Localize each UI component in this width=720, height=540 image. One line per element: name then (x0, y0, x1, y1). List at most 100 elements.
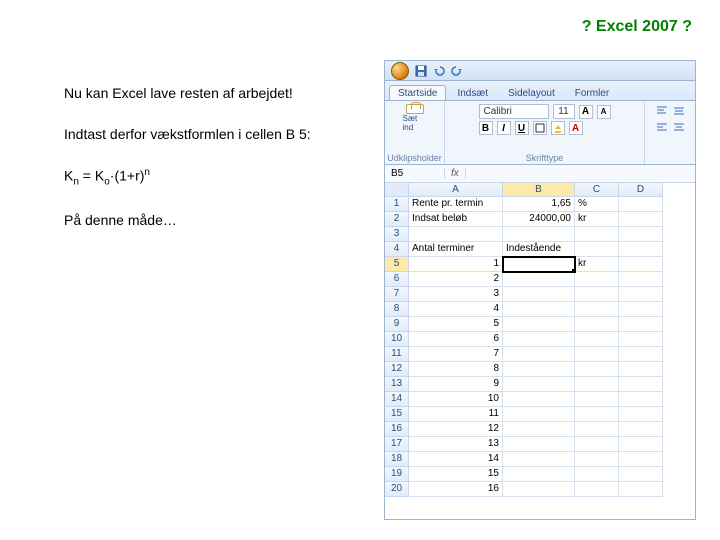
cell-C1[interactable]: % (575, 197, 619, 212)
cell-D16[interactable] (619, 422, 663, 437)
row-header-10[interactable]: 10 (385, 332, 409, 347)
grow-font-icon[interactable]: A (579, 105, 593, 119)
cell-B19[interactable] (503, 467, 575, 482)
cell-C3[interactable] (575, 227, 619, 242)
cell-C9[interactable] (575, 317, 619, 332)
row-header-7[interactable]: 7 (385, 287, 409, 302)
cell-C19[interactable] (575, 467, 619, 482)
cell-B2[interactable]: 24000,00 (503, 212, 575, 227)
redo-icon[interactable] (451, 65, 463, 77)
cell-D12[interactable] (619, 362, 663, 377)
cell-B11[interactable] (503, 347, 575, 362)
row-header-5[interactable]: 5 (385, 257, 409, 272)
cell-C6[interactable] (575, 272, 619, 287)
align-center-icon[interactable] (672, 120, 686, 134)
align-top-icon[interactable] (655, 104, 669, 118)
cell-D18[interactable] (619, 452, 663, 467)
cell-D1[interactable] (619, 197, 663, 212)
cell-D9[interactable] (619, 317, 663, 332)
cell-B12[interactable] (503, 362, 575, 377)
worksheet-grid[interactable]: ABCD1Rente pr. termin1,65%2Indsat beløb2… (385, 183, 695, 497)
border-button[interactable] (533, 121, 547, 135)
cell-D8[interactable] (619, 302, 663, 317)
cell-A14[interactable]: 10 (409, 392, 503, 407)
row-header-2[interactable]: 2 (385, 212, 409, 227)
cell-C2[interactable]: kr (575, 212, 619, 227)
cell-A2[interactable]: Indsat beløb (409, 212, 503, 227)
cell-C5[interactable]: kr (575, 257, 619, 272)
align-middle-icon[interactable] (672, 104, 686, 118)
cell-C20[interactable] (575, 482, 619, 497)
cell-D15[interactable] (619, 407, 663, 422)
cell-D20[interactable] (619, 482, 663, 497)
cell-B9[interactable] (503, 317, 575, 332)
cell-A11[interactable]: 7 (409, 347, 503, 362)
cell-B5[interactable] (503, 257, 575, 272)
column-header-A[interactable]: A (409, 183, 503, 197)
cell-C18[interactable] (575, 452, 619, 467)
cell-A13[interactable]: 9 (409, 377, 503, 392)
row-header-15[interactable]: 15 (385, 407, 409, 422)
cell-B17[interactable] (503, 437, 575, 452)
cell-B3[interactable] (503, 227, 575, 242)
italic-button[interactable]: I (497, 121, 511, 135)
cell-C15[interactable] (575, 407, 619, 422)
row-header-17[interactable]: 17 (385, 437, 409, 452)
column-header-C[interactable]: C (575, 183, 619, 197)
cell-C13[interactable] (575, 377, 619, 392)
underline-button[interactable]: U (515, 121, 529, 135)
cell-C10[interactable] (575, 332, 619, 347)
row-header-11[interactable]: 11 (385, 347, 409, 362)
cell-D6[interactable] (619, 272, 663, 287)
cell-A8[interactable]: 4 (409, 302, 503, 317)
cell-A6[interactable]: 2 (409, 272, 503, 287)
font-size-select[interactable]: 11 (553, 104, 575, 119)
cell-A10[interactable]: 6 (409, 332, 503, 347)
row-header-13[interactable]: 13 (385, 377, 409, 392)
tab-indsæt[interactable]: Indsæt (448, 85, 497, 100)
cell-B14[interactable] (503, 392, 575, 407)
cell-D13[interactable] (619, 377, 663, 392)
tab-formler[interactable]: Formler (566, 85, 618, 100)
save-icon[interactable] (415, 65, 427, 77)
cell-C8[interactable] (575, 302, 619, 317)
cell-D5[interactable] (619, 257, 663, 272)
cell-A18[interactable]: 14 (409, 452, 503, 467)
tab-sidelayout[interactable]: Sidelayout (499, 85, 564, 100)
office-button[interactable] (391, 62, 409, 80)
row-header-1[interactable]: 1 (385, 197, 409, 212)
cell-C4[interactable] (575, 242, 619, 257)
row-header-9[interactable]: 9 (385, 317, 409, 332)
cell-B6[interactable] (503, 272, 575, 287)
cell-D7[interactable] (619, 287, 663, 302)
row-header-16[interactable]: 16 (385, 422, 409, 437)
cell-A20[interactable]: 16 (409, 482, 503, 497)
cell-A7[interactable]: 3 (409, 287, 503, 302)
font-color-button[interactable]: A (569, 121, 583, 135)
cell-D11[interactable] (619, 347, 663, 362)
select-all-corner[interactable] (385, 183, 409, 197)
cell-A4[interactable]: Antal terminer (409, 242, 503, 257)
row-header-12[interactable]: 12 (385, 362, 409, 377)
cell-C11[interactable] (575, 347, 619, 362)
cell-D19[interactable] (619, 467, 663, 482)
row-header-3[interactable]: 3 (385, 227, 409, 242)
cell-A3[interactable] (409, 227, 503, 242)
shrink-font-icon[interactable]: A (597, 105, 611, 119)
undo-icon[interactable] (433, 65, 445, 77)
cell-C14[interactable] (575, 392, 619, 407)
row-header-20[interactable]: 20 (385, 482, 409, 497)
fx-icon[interactable]: fx (445, 168, 466, 179)
cell-B20[interactable] (503, 482, 575, 497)
cell-B1[interactable]: 1,65 (503, 197, 575, 212)
column-header-D[interactable]: D (619, 183, 663, 197)
cell-D4[interactable] (619, 242, 663, 257)
font-name-select[interactable]: Calibri (479, 104, 549, 119)
cell-B13[interactable] (503, 377, 575, 392)
row-header-6[interactable]: 6 (385, 272, 409, 287)
cell-B15[interactable] (503, 407, 575, 422)
cell-B18[interactable] (503, 452, 575, 467)
name-box[interactable]: B5 (385, 168, 445, 179)
row-header-4[interactable]: 4 (385, 242, 409, 257)
cell-A9[interactable]: 5 (409, 317, 503, 332)
